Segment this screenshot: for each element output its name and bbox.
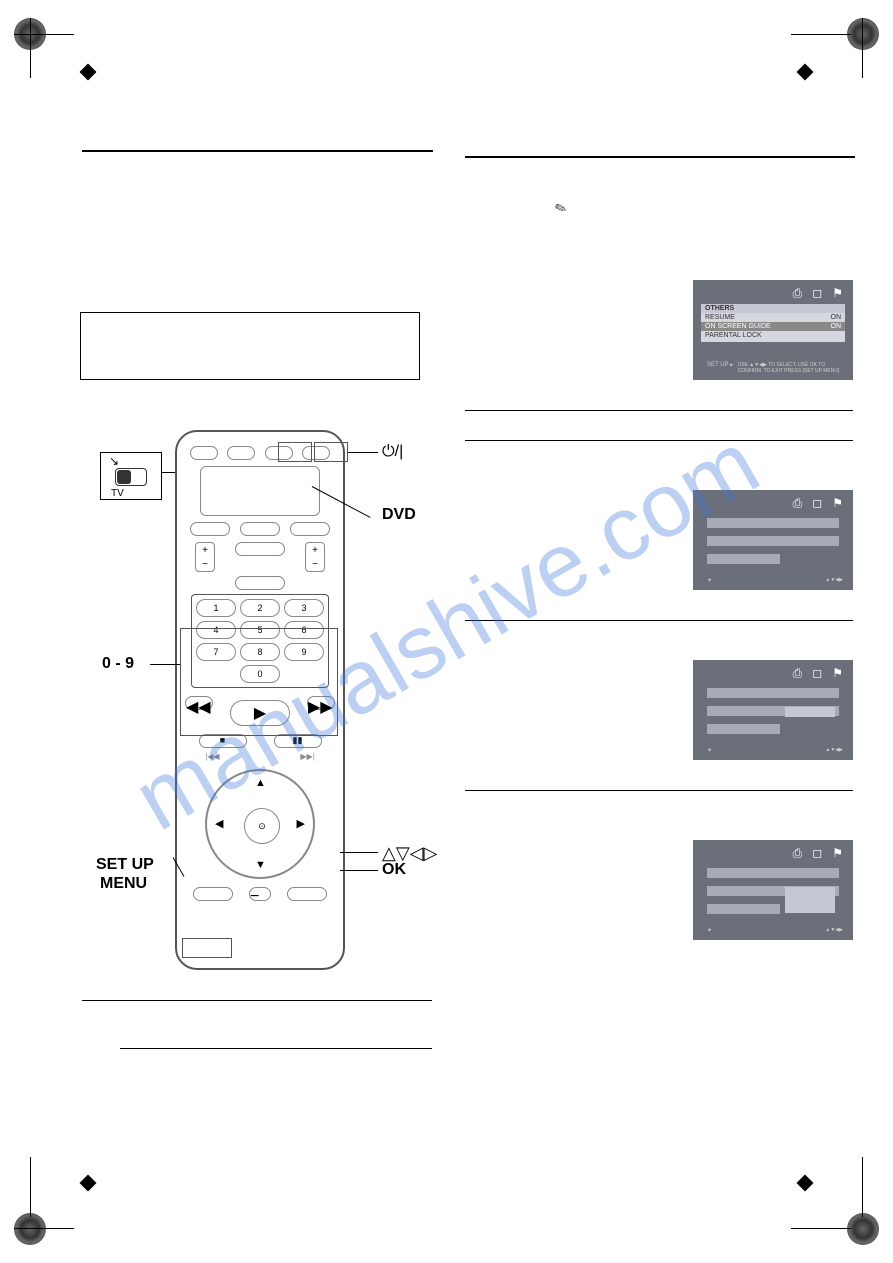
osd1-footer-left: SET UP	[707, 362, 729, 374]
num-1[interactable]: 1	[196, 599, 236, 617]
osd1-footer-icons: ✦	[729, 362, 734, 374]
num-6[interactable]: 6	[284, 621, 324, 639]
remote-ch[interactable]: +−	[305, 542, 325, 572]
remote-rew[interactable]: ◀◀	[185, 696, 213, 710]
osd4-tabs: ⎙◻⚑	[793, 846, 843, 861]
remote-mid-2[interactable]	[235, 576, 285, 590]
osd-tab-icon: ⎙	[793, 286, 803, 301]
num-5[interactable]: 5	[240, 621, 280, 639]
leader-ok	[340, 870, 378, 871]
rule-right-4	[465, 790, 853, 791]
num-4[interactable]: 4	[196, 621, 236, 639]
remote-btn-top-2[interactable]	[227, 446, 255, 460]
label-ok: OK	[382, 861, 406, 879]
remote-bottom-right[interactable]	[287, 887, 327, 901]
crop-mark-bl	[14, 1185, 74, 1245]
remote-dpad[interactable]: ▲ ▼ ◀ ▶ ⊙	[205, 769, 315, 879]
leader-numbers	[150, 664, 180, 665]
remote-setup-menu[interactable]	[193, 887, 233, 901]
tv-switch-callout: ↘ TV	[100, 452, 162, 500]
remote-pill-1[interactable]	[190, 522, 230, 536]
num-7[interactable]: 7	[196, 643, 236, 661]
remote-btn-top-1[interactable]	[190, 446, 218, 460]
leader-power	[348, 452, 378, 453]
remote-play[interactable]: ▶	[230, 700, 290, 726]
remote-mid-1[interactable]	[235, 542, 285, 556]
rule-top-right	[465, 156, 855, 158]
osd-tab-icon: ◻	[812, 286, 822, 301]
osd1-title: OTHERS	[705, 305, 734, 312]
note-icon: ✎	[552, 199, 569, 219]
remote-stop[interactable]: ■	[199, 734, 247, 748]
rule-top-left	[82, 150, 433, 152]
num-2[interactable]: 2	[240, 599, 280, 617]
osd1-row2-label: PARENTAL LOCK	[705, 332, 762, 339]
crop-mark-tr	[819, 18, 879, 78]
rule-right-3	[465, 620, 853, 621]
osd1-tabs: ⎙ ◻ ⚑	[793, 286, 843, 301]
osd-3: ⎙◻⚑ ✦▲▼◀▶	[693, 660, 853, 760]
osd-4: ⎙◻⚑ ✦▲▼◀▶	[693, 840, 853, 940]
remote-pill-2[interactable]	[240, 522, 280, 536]
osd1-row0-val: ON	[831, 314, 842, 321]
crop-mark-br	[819, 1185, 879, 1245]
label-dvd: DVD	[382, 506, 416, 524]
remote-number-pad: 1 2 3 4 5 6 7 8 9 0	[191, 594, 329, 688]
osd1-row0-label: RESUME	[705, 314, 735, 321]
rule-right-2	[465, 440, 853, 441]
remote-pill-3[interactable]	[290, 522, 330, 536]
osd-1: ⎙ ◻ ⚑ OTHERS RESUMEON ON SCREEN GUIDEON …	[693, 280, 853, 380]
remote-bottom-mid[interactable]: −	[249, 887, 271, 901]
osd-tab-icon: ⚑	[832, 286, 843, 301]
remote-ok[interactable]: ⊙	[244, 808, 280, 844]
label-numbers: 0 - 9	[102, 655, 134, 673]
remote-pause[interactable]: ▮▮	[274, 734, 322, 748]
remote-vol[interactable]: +−	[195, 542, 215, 572]
rule-left-col-2	[120, 1048, 432, 1049]
label-setup2: MENU	[100, 875, 147, 893]
boxed-note	[80, 312, 420, 380]
remote-display	[200, 466, 320, 516]
osd1-footer-text: USE ▲▼◀▶ TO SELECT, USE OK TO CONFIRM. T…	[738, 362, 843, 374]
tv-switch-label: TV	[111, 488, 124, 499]
num-3[interactable]: 3	[284, 599, 324, 617]
num-0[interactable]: 0	[240, 665, 280, 683]
num-8[interactable]: 8	[240, 643, 280, 661]
remote-control: +− +− 1 2 3 4 5 6 7 8 9 0 ◀◀ ▶ ▶▶ ■	[175, 430, 345, 970]
osd3-tabs: ⎙◻⚑	[793, 666, 843, 681]
rule-below-remote	[82, 1000, 432, 1001]
num-9[interactable]: 9	[284, 643, 324, 661]
crop-mark-tl	[14, 18, 74, 78]
osd1-row1-label: ON SCREEN GUIDE	[705, 323, 771, 330]
label-setup1: SET UP	[96, 856, 154, 874]
rule-right-1	[465, 410, 853, 411]
leader-arrows	[340, 852, 378, 853]
remote-btn-dvd[interactable]	[265, 446, 293, 460]
osd-2: ⎙◻⚑ ✦▲▼◀▶	[693, 490, 853, 590]
osd1-row1-val: ON	[831, 323, 842, 330]
remote-btn-power[interactable]	[302, 446, 330, 460]
remote-ff[interactable]: ▶▶	[307, 696, 335, 710]
label-power: ⏻/|	[382, 443, 403, 461]
osd2-tabs: ⎙◻⚑	[793, 496, 843, 511]
